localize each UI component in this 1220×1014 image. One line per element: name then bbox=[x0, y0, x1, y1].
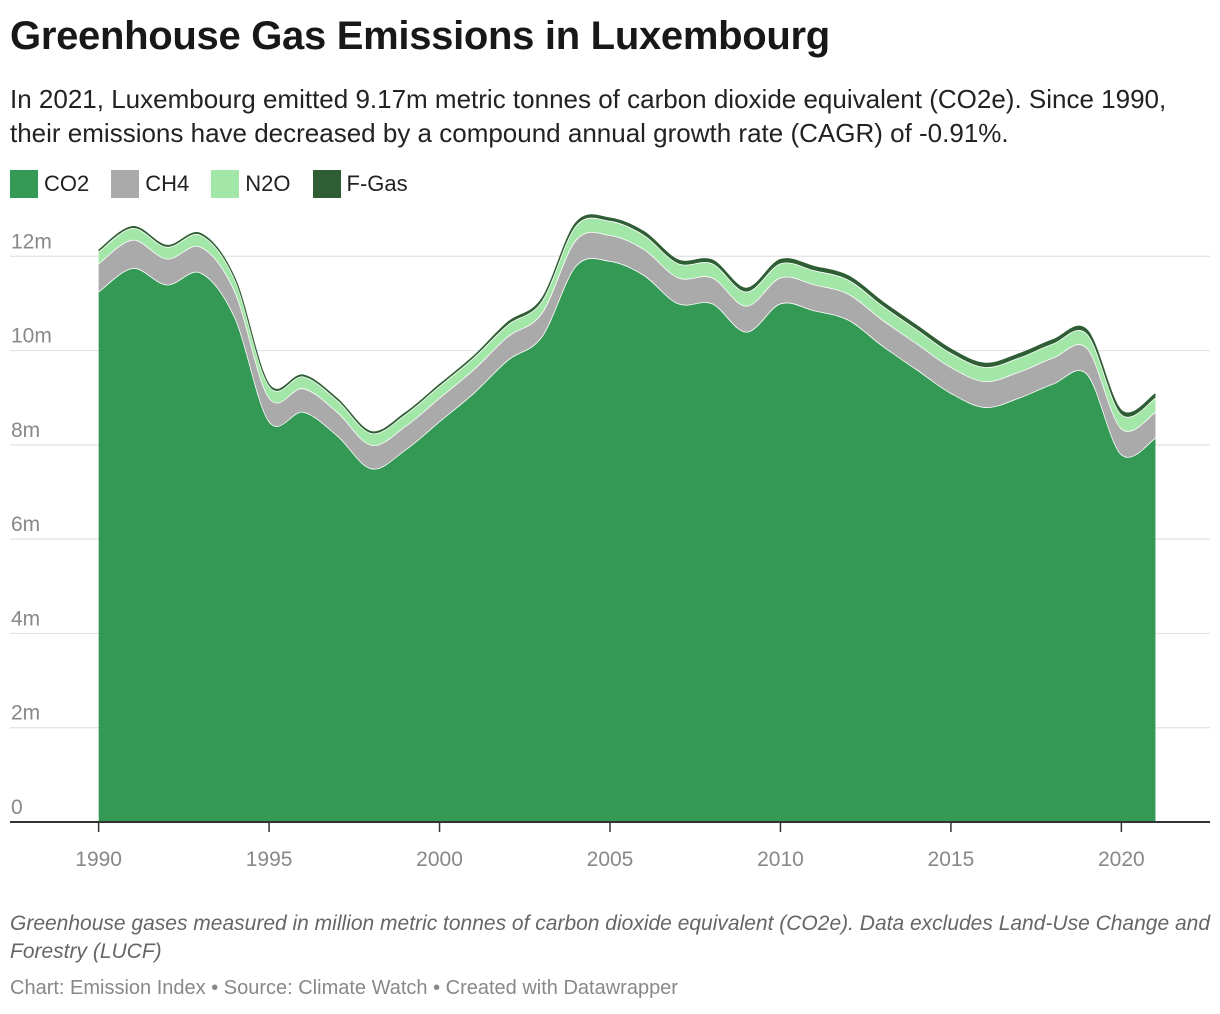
chart-notes: Greenhouse gases measured in million met… bbox=[10, 912, 1211, 963]
legend-swatch-n2o bbox=[211, 170, 240, 198]
x-tick-label: 1990 bbox=[75, 848, 122, 871]
y-tick-label: 8m bbox=[11, 419, 40, 442]
y-tick-label: 2m bbox=[11, 702, 40, 725]
area-ch4 bbox=[98, 231, 1156, 469]
y-tick-label: 4m bbox=[11, 607, 40, 630]
legend: CO2 CH4 N2O F-Gas bbox=[10, 170, 430, 198]
area-edge-fgas bbox=[98, 214, 1156, 433]
legend-item-n2o: N2O bbox=[211, 170, 291, 198]
chart-subtitle: In 2021, Luxembourg emitted 9.17m metric… bbox=[10, 84, 1167, 148]
legend-label-n2o: N2O bbox=[245, 171, 291, 196]
x-tick-label: 2005 bbox=[587, 848, 634, 871]
legend-item-co2: CO2 bbox=[10, 170, 89, 198]
stacked-area-chart: 0 2m 4m 6m 8m 10m 12m 1990 1995 2000 2005 2010 2015 2… bbox=[10, 214, 1210, 871]
area-n2o bbox=[98, 217, 1156, 446]
x-tick-label: 2020 bbox=[1098, 848, 1145, 871]
legend-item-fgas: F-Gas bbox=[312, 170, 408, 198]
legend-label-ch4: CH4 bbox=[145, 171, 190, 196]
legend-swatch-co2 bbox=[10, 170, 38, 198]
y-tick-label: 10m bbox=[11, 325, 52, 348]
legend-label-co2: CO2 bbox=[44, 171, 90, 196]
y-tick-label: 12m bbox=[11, 230, 52, 253]
x-tick-label: 2010 bbox=[757, 848, 804, 871]
y-tick-label: 6m bbox=[11, 513, 40, 536]
chart-title: Greenhouse Gas Emissions in Luxembourg bbox=[10, 14, 830, 58]
legend-swatch-fgas bbox=[312, 170, 341, 198]
legend-swatch-ch4 bbox=[111, 170, 140, 198]
legend-item-ch4: CH4 bbox=[111, 170, 189, 198]
y-tick-label: 0 bbox=[11, 796, 23, 819]
area-fgas bbox=[98, 214, 1156, 434]
legend-label-fgas: F-Gas bbox=[346, 171, 408, 196]
area-co2 bbox=[98, 258, 1156, 822]
x-tick-label: 1995 bbox=[246, 848, 293, 871]
x-tick-label: 2000 bbox=[416, 848, 463, 871]
x-tick-label: 2015 bbox=[928, 848, 975, 871]
chart-byline: Chart: Emission Index • Source: Climate … bbox=[10, 977, 678, 999]
chart-area: 0 2m 4m 6m 8m 10m 12m 1990 1995 2000 2005 2010 2015 2… bbox=[0, 210, 1220, 890]
